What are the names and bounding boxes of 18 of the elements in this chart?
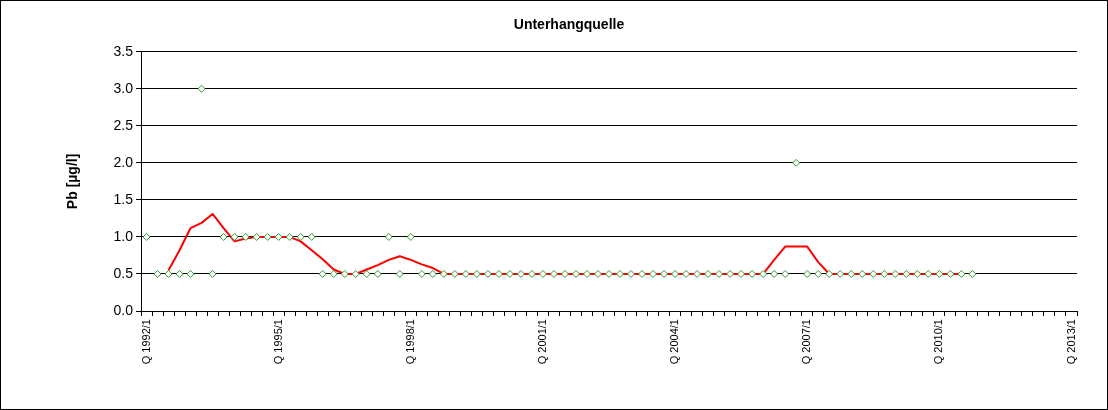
x-tick-label: Q 2001/1 — [535, 319, 548, 365]
y-tick-label: 3.5 — [113, 42, 134, 59]
y-tick-label: 2.5 — [113, 116, 134, 133]
x-tick-label: Q 2010/1 — [932, 319, 945, 365]
y-axis-title: Pb [µg/l] — [64, 153, 81, 210]
x-tick-label: Q 1992/1 — [139, 319, 152, 365]
y-tick-label: 0.0 — [113, 301, 134, 318]
y-tick-label: 2.0 — [113, 153, 134, 170]
y-tick-label: 1.5 — [113, 190, 134, 207]
chart-title: Unterhangquelle — [513, 16, 625, 33]
x-tick-label: Q 2004/1 — [668, 319, 681, 365]
y-tick-label: 3.0 — [113, 79, 134, 96]
x-tick-label: Q 1995/1 — [271, 319, 284, 365]
x-tick-label: Q 2013/1 — [1064, 319, 1077, 365]
y-tick-label: 0.5 — [113, 264, 134, 281]
x-tick-label: Q 1998/1 — [403, 319, 416, 365]
y-tick-label: 1.0 — [113, 227, 134, 244]
x-tick-label: Q 2007/1 — [800, 319, 813, 365]
